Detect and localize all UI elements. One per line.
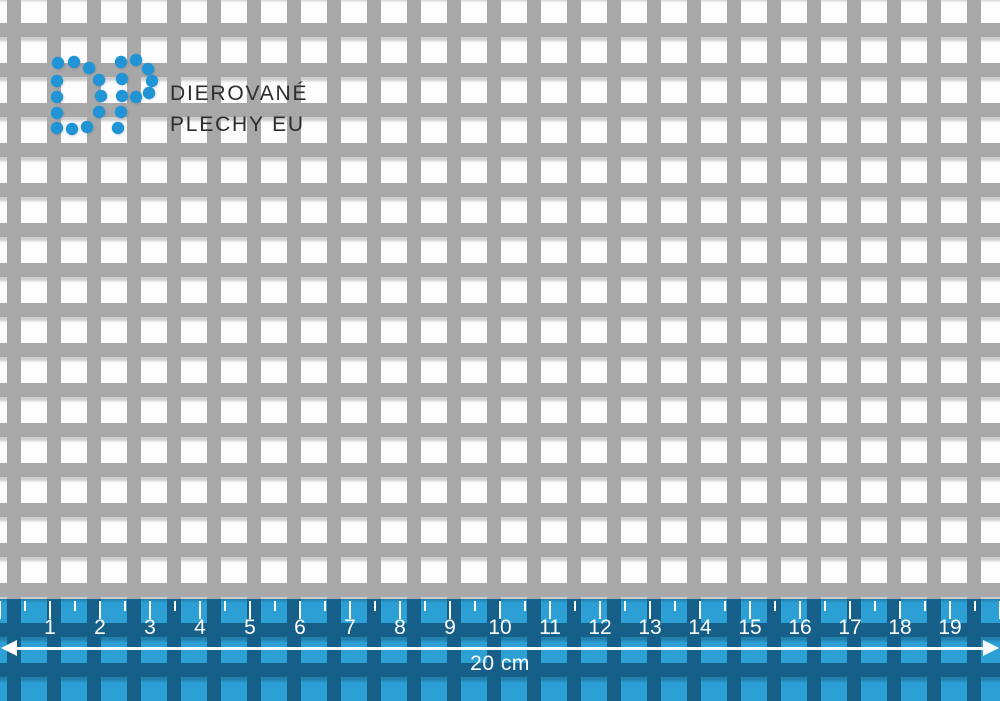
ruler-tick-major [648,601,652,619]
logo-dot [92,105,106,119]
ruler-tick-minor [774,601,776,611]
logo-dot [65,122,79,136]
ruler-number: 13 [638,616,662,639]
ruler-number: 3 [144,616,156,639]
ruler-tick-minor [24,601,26,611]
ruler-number: 10 [488,616,512,639]
logo-dot [51,56,65,70]
logo-dot [114,105,128,119]
ruler-overlay: 1 2 3 4 5 6 7 8 9 10 11 12 13 14 15 16 17 18 19 20 cm [0,599,1000,701]
ruler-tick-minor [424,601,426,611]
logo-dot [50,90,64,104]
dp-monogram-icon [50,53,159,136]
ruler-tick-major [798,601,802,619]
ruler-number: 8 [394,616,406,639]
ruler-tick-major [298,601,302,619]
ruler-number: 14 [688,616,712,639]
ruler-number: 11 [539,616,561,639]
ruler-tick-minor [624,601,626,611]
ruler-tick-minor [924,601,926,611]
ruler-tick-major [198,601,202,619]
ruler-tick-major [0,601,2,619]
logo-dot [142,86,156,100]
ruler-tick-minor [374,601,376,611]
logo-dot [94,89,108,103]
ruler-number: 12 [588,616,612,639]
brand-name: DIEROVANÉ PLECHY EU [170,83,308,136]
ruler-tick-minor [174,601,176,611]
ruler-tick-minor [974,601,976,611]
logo-dot [92,73,106,87]
logo-dot [129,90,143,104]
ruler-tick-minor [324,601,326,611]
ruler-tick-minor [574,601,576,611]
ruler-number: 9 [444,616,456,639]
ruler-tick-minor [724,601,726,611]
logo-dot [115,89,129,103]
arrow-left-icon [1,640,17,656]
brand-name-line2: PLECHY EU [170,113,305,136]
ruler-tick-major [898,601,902,619]
logo-dot [67,55,81,69]
logo-dot [80,120,94,134]
ruler-tick-major [698,601,702,619]
logo-dot [141,62,155,76]
ruler-tick-major [448,601,452,619]
ruler-tick-major [48,601,52,619]
ruler-number: 18 [888,616,912,639]
ruler-number: 2 [94,616,106,639]
dimension-arrow-line [13,647,987,650]
ruler-tick-major [748,601,752,619]
ruler-number: 4 [194,616,206,639]
arrow-right-icon [983,640,999,656]
ruler-tick-major [148,601,152,619]
ruler-tick-major [998,601,1000,619]
ruler-tick-major [98,601,102,619]
ruler-tick-major [398,601,402,619]
ruler-tick-major [598,601,602,619]
ruler-number: 7 [344,616,356,639]
ruler-tick-minor [74,601,76,611]
logo-dot [115,72,129,86]
logo-dot [50,106,64,120]
ruler-tick-major [848,601,852,619]
logo-dot [82,61,96,75]
ruler-number: 5 [244,616,256,639]
ruler-number: 16 [788,616,812,639]
logo-dot [129,53,143,67]
ruler-number: 1 [44,616,56,639]
ruler-tick-major [248,601,252,619]
ruler-tick-minor [874,601,876,611]
ruler-tick-major [948,601,952,619]
ruler-length-label: 20 cm [470,652,530,675]
ruler-number: 15 [738,616,762,639]
ruler-number: 6 [294,616,306,639]
ruler-tick-minor [474,601,476,611]
ruler-number: 19 [938,616,962,639]
logo-dot [145,74,159,88]
logo-dot [111,121,125,135]
logo-dot [114,55,128,69]
logo-dot [50,74,64,88]
ruler-tick-minor [674,601,676,611]
ruler-tick-minor [824,601,826,611]
ruler-tick-minor [124,601,126,611]
logo-dot [50,121,64,135]
ruler-number: 17 [838,616,862,639]
ruler-tick-major [498,601,502,619]
ruler-tick-minor [224,601,226,611]
ruler-tick-major [548,601,552,619]
brand-name-line1: DIEROVANÉ [170,82,309,105]
ruler-tick-major [348,601,352,619]
ruler-tick-minor [274,601,276,611]
ruler-tick-minor [524,601,526,611]
